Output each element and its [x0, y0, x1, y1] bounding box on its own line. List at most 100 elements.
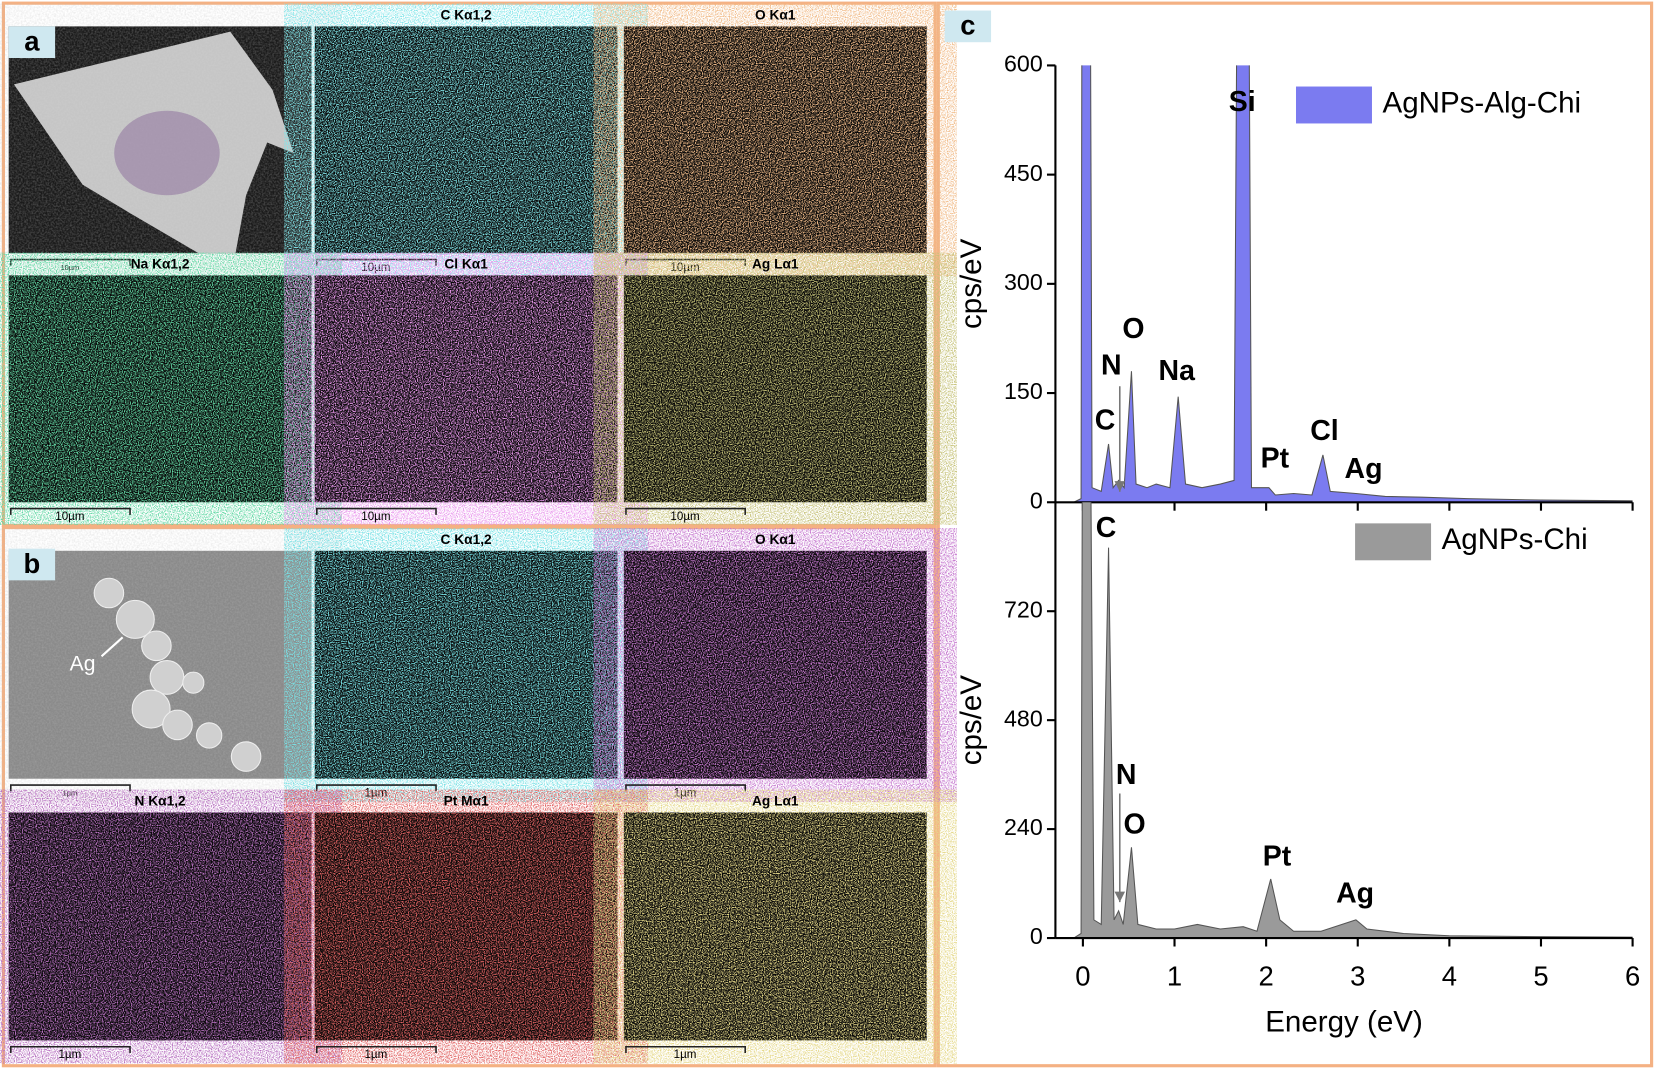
- x-tick-label: 4: [1442, 960, 1457, 991]
- x-tick-label: 5: [1533, 960, 1548, 991]
- map-title: C Kα1,2: [441, 7, 492, 22]
- element-map: [314, 26, 618, 254]
- peak-label: Pt: [1263, 840, 1292, 872]
- scale-label: 10µm: [361, 510, 390, 523]
- peak-label: Cl: [1310, 415, 1338, 447]
- y-tick-label: 300: [1004, 269, 1043, 295]
- scale-bar: [316, 784, 437, 792]
- scale-label: 1µm: [674, 1048, 697, 1061]
- ag-particle: [149, 660, 185, 695]
- scale-label: 1µm: [63, 788, 78, 797]
- map-title: O Kα1: [755, 532, 796, 547]
- spectrum-line: [1073, 502, 1633, 939]
- peak-label: N: [1116, 759, 1137, 791]
- map-title: C Kα1,2: [441, 532, 492, 547]
- y-axis-label: cps/eV: [955, 675, 988, 766]
- y-tick-label: 240: [1004, 814, 1043, 840]
- scale-bar: [10, 1045, 131, 1054]
- x-tick-label: 1: [1167, 960, 1182, 991]
- peak-arrow-head: [1114, 481, 1126, 492]
- scale-bar: [10, 258, 131, 266]
- spectrum-area: [1073, 502, 1633, 939]
- peak-label: Na: [1159, 355, 1197, 387]
- scale-bar: [10, 784, 131, 792]
- scale-bar: [10, 507, 131, 515]
- map-title: N Kα1,2: [135, 794, 186, 809]
- element-map: [623, 275, 927, 503]
- panel-label: a: [24, 26, 40, 57]
- annotation: Ag: [70, 652, 96, 675]
- panel-label-bg: [8, 548, 56, 581]
- x-axis-label: Energy (eV): [1265, 1005, 1423, 1038]
- y-tick-label: 480: [1004, 705, 1043, 731]
- x-tick-label: 3: [1350, 960, 1365, 991]
- map-title: Cl Kα1: [444, 256, 488, 271]
- ag-particle: [131, 689, 171, 729]
- panel-label: c: [960, 10, 975, 41]
- map-title: Pt Mα1: [444, 794, 489, 809]
- element-map: [623, 26, 927, 254]
- panel-frame: [1, 1, 937, 528]
- x-tick-label: 0: [1075, 960, 1090, 991]
- legend-label: AgNPs-Alg-Chi: [1383, 86, 1582, 119]
- ag-particle: [141, 630, 172, 662]
- element-map: [8, 812, 312, 1041]
- scale-label: 10µm: [670, 510, 699, 523]
- element-map: [623, 812, 927, 1041]
- map-title: Na Kα1,2: [131, 256, 190, 271]
- y-tick-label: 150: [1004, 378, 1043, 404]
- y-tick-label: 0: [1030, 487, 1043, 513]
- peak-label: Si: [1229, 86, 1256, 118]
- ag-particle: [93, 577, 125, 609]
- panel-frame: [936, 1, 1654, 1068]
- panel-label: b: [24, 548, 41, 579]
- ag-particle: [115, 599, 155, 639]
- scale-bar: [625, 507, 746, 515]
- ag-particle: [195, 722, 223, 749]
- map-title: Ag Lα1: [752, 794, 799, 809]
- scale-label: 1µm: [674, 787, 697, 800]
- peak-label: Ag: [1345, 453, 1383, 485]
- scale-label: 10µm: [61, 263, 80, 272]
- legend-swatch: [1295, 86, 1372, 124]
- element-map: [8, 275, 312, 503]
- scale-label: 1µm: [58, 1048, 81, 1061]
- y-tick-label: 720: [1004, 596, 1043, 622]
- peak-label: Pt: [1261, 443, 1290, 475]
- x-tick-label: 6: [1625, 960, 1640, 991]
- scale-label: 10µm: [670, 261, 699, 274]
- peak-label: O: [1123, 809, 1145, 841]
- scale-label: 10µm: [55, 510, 84, 523]
- scale-bar: [316, 507, 437, 515]
- sem-dots: [114, 110, 220, 196]
- scale-bar: [316, 258, 437, 266]
- scale-bar: [625, 1045, 746, 1054]
- peak-arrow-head: [1114, 891, 1126, 903]
- legend-label: AgNPs-Chi: [1442, 523, 1588, 556]
- map-title: O Kα1: [755, 7, 796, 22]
- annotation-arrow: [100, 636, 124, 658]
- y-tick-label: 450: [1004, 160, 1043, 186]
- spectrum-area: [1073, 65, 1633, 503]
- panel-frame: [1, 526, 937, 1068]
- peak-label: N: [1101, 350, 1122, 382]
- scale-bar: [625, 258, 746, 266]
- element-map: [623, 550, 927, 779]
- element-map: [314, 275, 618, 503]
- ag-particle: [162, 709, 193, 741]
- peak-label: C: [1096, 512, 1117, 544]
- y-axis-label: cps/eV: [955, 238, 988, 329]
- ag-particle: [182, 671, 205, 694]
- legend-swatch: [1355, 523, 1432, 561]
- y-tick-label: 600: [1004, 51, 1043, 77]
- scale-label: 1µm: [364, 787, 387, 800]
- y-tick-label: 0: [1030, 923, 1043, 949]
- peak-label: Ag: [1336, 877, 1374, 909]
- panel-label-bg: [8, 26, 56, 59]
- scale-label: 1µm: [364, 1048, 387, 1061]
- panel-label-bg: [944, 10, 992, 43]
- element-map: [314, 812, 618, 1041]
- map-title: Ag Lα1: [752, 256, 799, 271]
- spectrum-line: [1073, 65, 1633, 503]
